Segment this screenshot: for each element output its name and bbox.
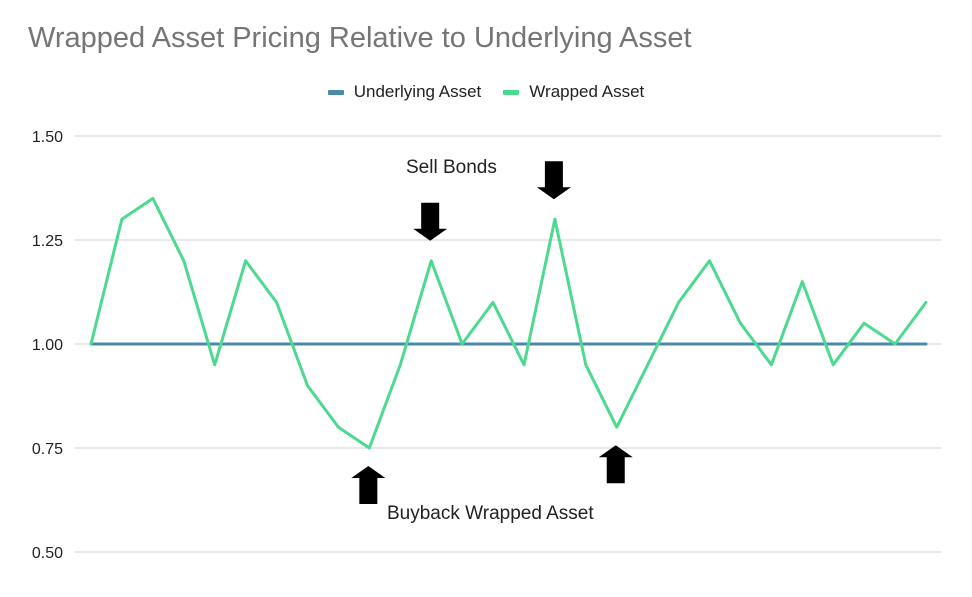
y-tick-label: 1.25 (32, 233, 63, 250)
up-arrow-icon (351, 466, 386, 504)
y-tick-label: 1.50 (32, 129, 63, 146)
legend-item-underlying: Underlying Asset (327, 82, 482, 102)
down-arrow-icon (536, 161, 571, 200)
down-arrow-icon (413, 202, 448, 241)
y-tick-label: 0.50 (32, 545, 63, 562)
legend-label-wrapped: Wrapped Asset (529, 82, 645, 101)
chart-title: Wrapped Asset Pricing Relative to Underl… (28, 22, 692, 54)
legend-label-underlying: Underlying Asset (353, 82, 482, 101)
y-tick-label: 1.00 (32, 337, 63, 354)
legend: Underlying Asset Wrapped Asset (0, 82, 972, 102)
legend-item-wrapped: Wrapped Asset (503, 82, 644, 102)
annotation-sell-bonds: Sell Bonds (406, 157, 497, 178)
series-line-wrapped (89, 196, 928, 450)
y-tick-label: 0.75 (32, 441, 63, 458)
annotation-buyback: Buyback Wrapped Asset (387, 503, 594, 524)
legend-swatch-wrapped (503, 89, 520, 95)
up-arrow-icon (598, 445, 633, 484)
legend-swatch-underlying (327, 89, 344, 95)
